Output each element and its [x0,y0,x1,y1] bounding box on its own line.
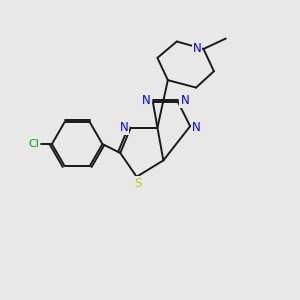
Text: N: N [193,42,201,56]
Text: N: N [192,121,201,134]
Text: N: N [142,94,151,107]
Text: N: N [120,121,128,134]
Text: N: N [180,94,189,107]
Text: Cl: Cl [28,139,40,149]
Text: S: S [134,177,142,190]
